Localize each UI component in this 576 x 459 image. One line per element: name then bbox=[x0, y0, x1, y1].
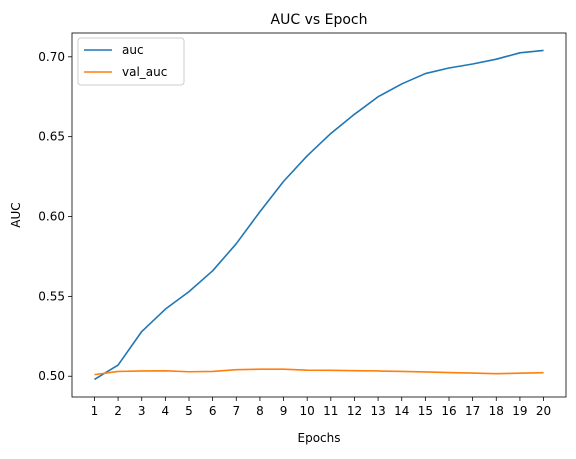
x-tick-label: 7 bbox=[232, 404, 240, 418]
x-tick-label: 17 bbox=[465, 404, 480, 418]
y-axis-ticks: 0.50 0.55 0.60 0.65 0.70 bbox=[38, 50, 72, 383]
series-line-auc bbox=[94, 49, 544, 381]
x-tick-label: 5 bbox=[185, 404, 193, 418]
x-tick-label: 11 bbox=[323, 404, 338, 418]
x-tick-label: 16 bbox=[441, 404, 456, 418]
y-tick-label: 0.65 bbox=[38, 130, 65, 144]
x-tick-label: 4 bbox=[162, 404, 170, 418]
x-tick-label: 9 bbox=[280, 404, 288, 418]
legend-label-val-auc: val_auc bbox=[122, 65, 167, 79]
x-axis-label: Epochs bbox=[298, 431, 341, 445]
x-tick-label: 15 bbox=[418, 404, 433, 418]
y-tick-label: 0.50 bbox=[38, 369, 65, 383]
chart-title: AUC vs Epoch bbox=[271, 12, 368, 28]
x-tick-label: 3 bbox=[138, 404, 146, 418]
series-line-val-auc bbox=[94, 368, 544, 376]
y-tick-label: 0.55 bbox=[38, 289, 65, 303]
x-tick-label: 2 bbox=[114, 404, 122, 418]
x-axis-ticks: 1 2 3 4 5 6 7 8 9 10 11 12 13 14 15 16 17 18 19 20 bbox=[91, 397, 551, 418]
x-tick-label: 12 bbox=[347, 404, 362, 418]
x-tick-label: 19 bbox=[512, 404, 527, 418]
legend: auc val_auc bbox=[77, 37, 185, 86]
legend-label-auc: auc bbox=[122, 43, 144, 57]
x-tick-label: 6 bbox=[209, 404, 217, 418]
plot-area bbox=[72, 33, 566, 397]
x-tick-label: 18 bbox=[489, 404, 504, 418]
y-tick-label: 0.60 bbox=[38, 210, 65, 224]
x-tick-label: 10 bbox=[300, 404, 315, 418]
x-tick-label: 13 bbox=[370, 404, 385, 418]
y-tick-label: 0.70 bbox=[38, 50, 65, 64]
x-tick-label: 14 bbox=[394, 404, 409, 418]
x-tick-label: 1 bbox=[91, 404, 99, 418]
x-tick-label: 20 bbox=[536, 404, 551, 418]
plot-frame bbox=[71, 32, 567, 398]
x-tick-label: 8 bbox=[256, 404, 264, 418]
series-lines bbox=[94, 49, 544, 381]
y-axis-label: AUC bbox=[9, 202, 23, 227]
